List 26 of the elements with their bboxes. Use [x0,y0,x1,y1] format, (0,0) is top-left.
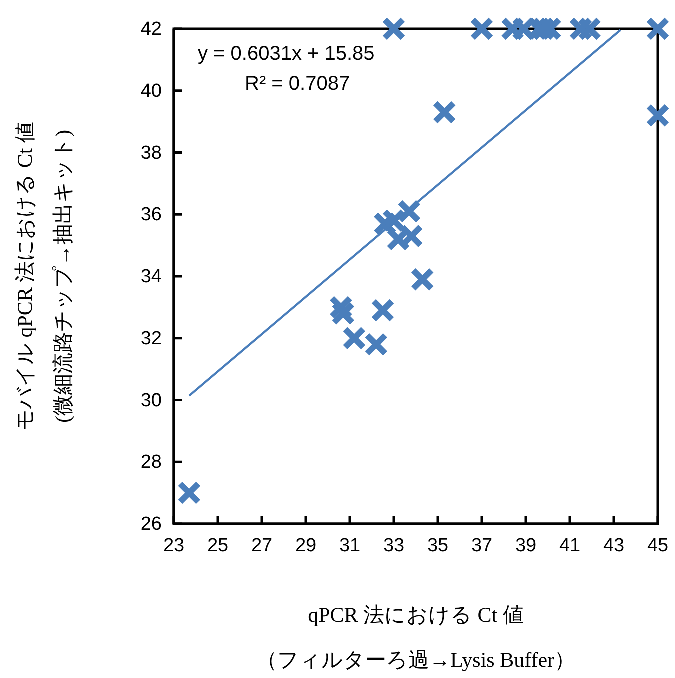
x-tick-label: 35 [427,535,449,556]
x-axis-title: qPCR 法における Ct 値 [308,603,524,627]
y-tick-label: 40 [140,80,162,102]
annotation: R² = 0.7087 [245,73,350,95]
y-tick-label: 30 [140,390,162,412]
x-tick-label: 29 [295,535,317,556]
x-tick-label: 37 [471,535,493,556]
y-tick-label: 42 [140,19,162,40]
y-tick-label: 26 [140,514,162,536]
annotation: y = 0.6031x + 15.85 [198,43,375,65]
x-tick-label: 23 [163,535,185,556]
y-tick-label: 34 [140,266,162,288]
x-tick-label: 43 [603,535,625,556]
x-tick-label: 45 [647,535,669,556]
y-tick-label: 36 [140,204,162,226]
y-axis-title: モバイル qPCR 法における Ct 値 (微細流路チップ→抽出キット) [13,122,75,432]
text: （フィルターろ過→Lysis Buffer） [256,648,576,672]
y-tick-label: 28 [140,452,162,474]
x-tick-label: 27 [251,535,273,556]
x-tick-label: 33 [383,535,405,556]
y-tick-label: 32 [140,328,162,350]
x-tick-label: 25 [207,535,229,556]
x-tick-label: 31 [339,535,361,556]
y-tick-label: 38 [140,142,162,164]
x-tick-label: 41 [559,535,581,556]
x-tick-label: 39 [515,535,537,556]
